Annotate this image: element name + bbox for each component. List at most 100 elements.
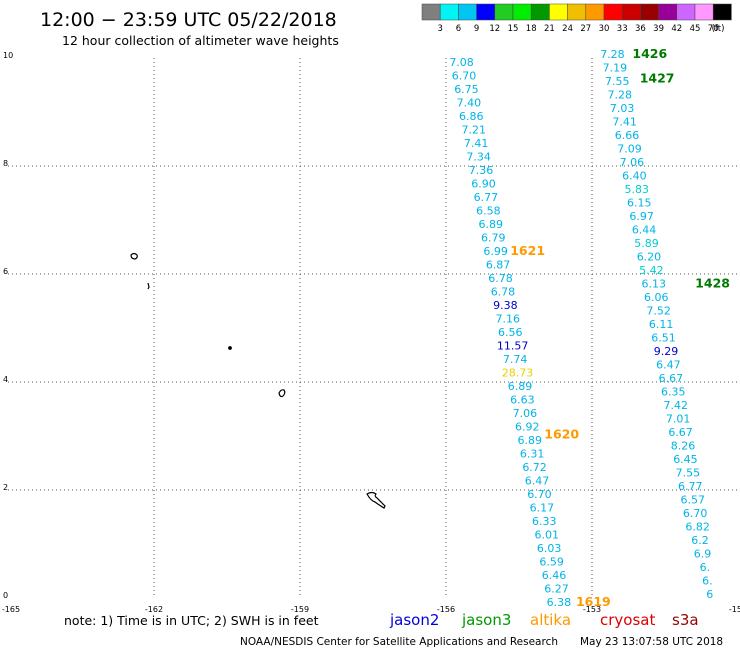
x-tick-label: -150 xyxy=(729,605,740,614)
wave-height-label: 6.17 xyxy=(530,502,555,515)
wave-height-label: 7.03 xyxy=(610,102,635,115)
wave-height-label: 6.51 xyxy=(651,332,676,345)
colorbar-swatch xyxy=(421,3,441,21)
colorbar-swatch xyxy=(640,3,659,21)
colorbar-tick-label: 27 xyxy=(580,24,591,34)
wave-height-label: 6.59 xyxy=(539,556,564,569)
satellite-legend: jason2 jason3 altika cryosat s3a xyxy=(389,611,699,629)
wave-height-label: 6.47 xyxy=(525,475,550,488)
wave-height-label: 7.55 xyxy=(605,75,630,88)
colorbar-unit: (ft) xyxy=(712,24,725,34)
y-tick-label: 0 xyxy=(3,591,8,600)
altimeter-tracks: 7.086.706.757.406.867.217.417.347.366.90… xyxy=(449,48,713,609)
colorbar-tick-label: 21 xyxy=(544,24,555,34)
wave-height-label: 6.57 xyxy=(680,494,705,507)
wave-height-label: 6.45 xyxy=(673,453,698,466)
satellite-legend-item: jason3 xyxy=(461,611,511,629)
wave-height-label: 6.13 xyxy=(642,278,667,291)
colorbar-swatch xyxy=(676,3,696,21)
wave-height-label: 6.47 xyxy=(656,359,681,372)
wave-height-label: 5.42 xyxy=(639,264,664,277)
pass-time-label: 1621 xyxy=(510,243,545,258)
colorbar-tick-label: 39 xyxy=(653,24,664,34)
x-tick-label: -159 xyxy=(291,605,309,614)
y-tick-label: 2 xyxy=(3,483,8,492)
y-tick-label: 6 xyxy=(3,267,8,276)
wave-height-label: 6.33 xyxy=(532,515,557,528)
colorbar-swatch xyxy=(549,3,568,21)
colorbar-tick-label: 42 xyxy=(671,24,682,34)
colorbar-tick-label: 15 xyxy=(508,24,519,34)
credit-text: NOAA/NESDIS Center for Satellite Applica… xyxy=(240,636,558,648)
wave-height-label: 7.40 xyxy=(457,97,482,110)
colorbar-tick-label: 70 xyxy=(708,24,719,34)
wave-height-label: 9.29 xyxy=(654,345,679,358)
page-title: 12:00 − 23:59 UTC 05/22/2018 xyxy=(40,9,337,31)
wave-height-label: 6.87 xyxy=(486,259,511,272)
island-outline xyxy=(130,252,138,260)
pass-time-label: 1619 xyxy=(576,594,611,609)
colorbar-swatch xyxy=(585,3,605,21)
wave-height-label: 7.41 xyxy=(612,116,637,129)
wave-height-label: 6.86 xyxy=(459,110,484,123)
wave-height-label: 6.79 xyxy=(481,232,506,245)
wave-height-label: 7.09 xyxy=(617,143,642,156)
colorbar-tick-label: 24 xyxy=(562,24,573,34)
pass-time-label: 1428 xyxy=(695,276,730,291)
wave-height-label: 6.70 xyxy=(527,488,552,501)
wave-height-label: 6.27 xyxy=(544,583,569,596)
axis-tick-labels: -165 -162 -159 -156 -153 -150 0 2 4 6 8 10 xyxy=(2,51,740,614)
wave-height-label: 5.83 xyxy=(625,183,650,196)
wave-height-label: 6.56 xyxy=(498,326,523,339)
wave-height-label: 28.73 xyxy=(502,367,534,380)
colorbar-tick-label: 33 xyxy=(617,24,628,34)
wave-height-label: 7.52 xyxy=(646,305,671,318)
wave-height-label: 6.03 xyxy=(537,542,562,555)
colorbar-swatch xyxy=(694,3,714,21)
colorbar-tick-label: 3 xyxy=(437,24,442,34)
colorbar-tick-label: 18 xyxy=(526,24,537,34)
wave-height-label: 7.74 xyxy=(503,353,528,366)
wave-height-label: 6 xyxy=(706,588,713,601)
x-tick-label: -162 xyxy=(145,605,163,614)
wave-height-label: 7.06 xyxy=(620,156,645,169)
wave-height-label: 7.21 xyxy=(461,124,486,137)
colorbar-tick-label: 12 xyxy=(489,24,500,34)
page-subtitle: 12 hour collection of altimeter wave hei… xyxy=(62,33,339,48)
island-outline xyxy=(366,491,386,509)
colorbar-swatch xyxy=(476,3,496,21)
colorbar-swatch xyxy=(712,3,732,21)
wave-height-label: 7.01 xyxy=(666,413,691,426)
wave-height-label: 6.78 xyxy=(488,272,513,285)
island-outline xyxy=(228,346,232,350)
island-outline xyxy=(147,282,150,290)
wave-height-label: 6.31 xyxy=(520,448,545,461)
colorbar-swatch xyxy=(512,3,532,21)
satellite-legend-item: s3a xyxy=(672,611,699,629)
wave-height-label: 6.15 xyxy=(627,197,652,210)
pass-time-label: 1427 xyxy=(640,70,675,85)
wave-height-label: 6.90 xyxy=(471,178,496,191)
wave-height-label: 6.92 xyxy=(515,421,540,434)
pass-time-labels: 1426 1427 1428 1621 1620 1619 xyxy=(510,46,730,609)
wave-height-label: 6.20 xyxy=(637,251,662,264)
wave-height-label: 6. xyxy=(700,561,711,574)
wave-height-label: 8.26 xyxy=(671,440,696,453)
wave-height-label: 6.66 xyxy=(615,129,640,142)
wave-height-label: 6.89 xyxy=(508,380,533,393)
wave-height-label: 7.34 xyxy=(466,151,491,164)
wave-height-label: 6.06 xyxy=(644,291,669,304)
wave-height-label: 6.89 xyxy=(517,434,542,447)
wave-height-label: 7.28 xyxy=(607,89,632,102)
wave-height-label: 6.35 xyxy=(661,386,686,399)
timestamp-text: May 23 13:07:58 UTC 2018 xyxy=(580,636,723,648)
footer-note: note: 1) Time is in UTC; 2) SWH is in fe… xyxy=(64,613,319,628)
x-tick-label: -153 xyxy=(583,605,601,614)
colorbar-tick-label: 45 xyxy=(690,24,701,34)
pass-time-label: 1620 xyxy=(544,427,579,442)
colorbar-swatch xyxy=(567,3,587,21)
colorbar-tick-label: 30 xyxy=(599,24,610,34)
colorbar-tick-label: 9 xyxy=(474,24,479,34)
x-tick-label: -156 xyxy=(437,605,455,614)
